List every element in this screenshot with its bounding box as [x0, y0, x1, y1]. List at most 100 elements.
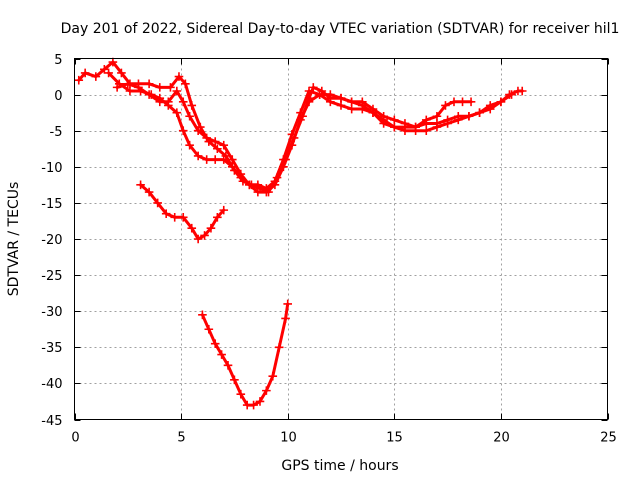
- data-point: [400, 122, 410, 132]
- data-point: [421, 126, 431, 135]
- y-tick-label: 0: [54, 89, 62, 104]
- data-point: [255, 397, 265, 406]
- series-line: [139, 183, 226, 241]
- data-point: [112, 83, 122, 92]
- data-point: [253, 180, 263, 190]
- data-point: [217, 350, 226, 359]
- y-tick-label: -15: [41, 197, 62, 212]
- data-point: [219, 155, 229, 164]
- data-point: [185, 140, 194, 150]
- data-point: [172, 108, 182, 117]
- y-tick-label: -25: [41, 269, 62, 284]
- data-point: [123, 79, 133, 89]
- data-point: [253, 187, 263, 197]
- y-tick-label: -45: [41, 414, 62, 429]
- data-point: [262, 386, 271, 395]
- data-point: [411, 122, 420, 132]
- series-track-d: [136, 180, 229, 244]
- data-point: [170, 213, 180, 222]
- data-point: [104, 68, 113, 78]
- data-point: [432, 122, 442, 132]
- x-tick-label: 5: [177, 431, 185, 446]
- data-point: [187, 223, 197, 233]
- data-point: [449, 97, 459, 107]
- data-point: [304, 97, 314, 107]
- data-point: [181, 79, 190, 89]
- data-point: [178, 213, 188, 222]
- series-line: [200, 302, 290, 407]
- data-point: [174, 72, 184, 81]
- x-axis-title: GPS time / hours: [281, 458, 398, 474]
- data-point: [507, 90, 516, 99]
- data-point: [453, 115, 463, 125]
- series-track-e: [198, 299, 292, 410]
- data-point: [178, 97, 188, 107]
- series-track-c: [112, 79, 476, 193]
- data-point: [134, 83, 143, 92]
- data-point: [155, 83, 165, 92]
- data-point: [274, 343, 284, 352]
- data-point: [390, 122, 399, 132]
- data-point: [202, 155, 211, 164]
- axes-layer: [74, 58, 609, 421]
- y-tick-label: -5: [50, 125, 63, 140]
- series-line: [77, 60, 524, 194]
- data-point: [326, 90, 335, 99]
- data-point: [249, 400, 258, 410]
- data-point: [164, 97, 173, 107]
- y-tick-label: -20: [41, 233, 62, 248]
- data-point: [336, 93, 346, 103]
- data-point: [144, 79, 154, 89]
- x-tick-label: 25: [600, 431, 617, 446]
- data-point: [210, 339, 220, 348]
- x-tick-label: 0: [71, 431, 79, 446]
- x-tick-label: 15: [386, 431, 403, 446]
- data-point: [270, 176, 280, 186]
- data-point: [379, 119, 388, 128]
- data-point: [368, 108, 378, 117]
- data-point: [213, 144, 222, 154]
- data-point: [432, 111, 442, 121]
- data-point: [458, 97, 467, 107]
- data-point: [166, 83, 175, 92]
- data-point: [287, 130, 297, 139]
- data-point: [198, 310, 207, 320]
- data-point: [283, 299, 292, 309]
- data-point: [219, 140, 229, 150]
- data-point: [210, 155, 220, 164]
- chart-title: Day 201 of 2022, Sidereal Day-to-day VTE…: [61, 21, 620, 37]
- data-point: [161, 209, 171, 219]
- data-point: [358, 101, 367, 110]
- data-point: [236, 169, 246, 179]
- data-point: [202, 133, 211, 143]
- data-point: [517, 86, 527, 96]
- y-tick-label: 5: [54, 53, 62, 68]
- y-tick-label: -40: [41, 377, 62, 392]
- data-point: [193, 234, 203, 244]
- data-point: [74, 75, 84, 85]
- data-point: [268, 371, 278, 381]
- data-point: [296, 108, 305, 117]
- data-point: [347, 97, 356, 107]
- data-point: [178, 126, 188, 135]
- data-point: [80, 68, 90, 78]
- data-point: [279, 155, 288, 164]
- data-point: [485, 104, 495, 114]
- data-point: [281, 314, 290, 323]
- data-point: [108, 57, 118, 67]
- data-point: [125, 86, 135, 96]
- data-point: [230, 375, 239, 385]
- data-point: [227, 155, 237, 164]
- y-axis-title: SDTVAR / TECUs: [6, 182, 22, 297]
- grid-layer: [74, 58, 608, 420]
- data-point: [144, 90, 154, 99]
- data-point: [213, 213, 222, 222]
- data-point: [262, 184, 271, 193]
- data-point: [496, 97, 506, 107]
- y-tick-label: -30: [41, 305, 62, 320]
- data-point: [227, 162, 237, 172]
- data-point: [206, 223, 216, 233]
- data-point: [236, 389, 246, 399]
- data-point: [144, 187, 154, 197]
